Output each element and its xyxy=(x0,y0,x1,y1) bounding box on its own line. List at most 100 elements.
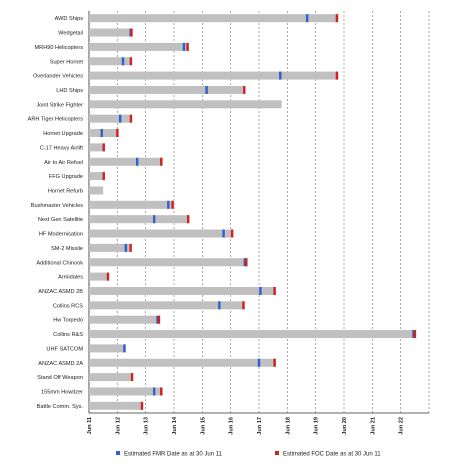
program-label: Armidales xyxy=(58,275,83,281)
program-bar xyxy=(89,71,339,80)
x-tick-label: Jun 21 xyxy=(370,417,376,435)
foc-marker xyxy=(157,315,161,324)
foc-marker xyxy=(102,172,105,181)
program-label: SM-2 Missile xyxy=(51,246,83,252)
program-bar xyxy=(89,229,234,238)
program-bar xyxy=(89,14,339,23)
program-label: Overlander Vehicles xyxy=(33,74,83,80)
program-bar xyxy=(89,387,163,396)
program-bar xyxy=(89,272,109,281)
program-bar xyxy=(89,85,245,94)
fmr-marker xyxy=(100,129,103,138)
foc-marker xyxy=(335,14,339,23)
fmr-marker xyxy=(152,387,156,396)
fmr-marker xyxy=(123,344,126,353)
category-labels: AWD Ships Wedgetail MRH90 Helicopters Super… xyxy=(28,16,84,410)
program-label: AWD Ships xyxy=(55,16,84,22)
x-tick-label: Jun 13 xyxy=(144,417,150,435)
foc-marker xyxy=(140,401,144,410)
program-bar xyxy=(89,358,276,367)
program-bar xyxy=(89,301,245,310)
program-label: Battle Comm. Sys. xyxy=(37,404,84,410)
program-bar xyxy=(89,143,105,152)
fmr-marker xyxy=(167,200,170,209)
fmr-marker xyxy=(412,330,415,339)
x-tick-label: Jun 12 xyxy=(115,417,121,435)
foc-marker xyxy=(186,42,189,51)
program-bar xyxy=(89,258,248,267)
program-bar xyxy=(89,186,104,195)
legend-foc-swatch xyxy=(275,451,279,455)
fmr-marker xyxy=(218,301,221,310)
program-bar xyxy=(89,157,163,166)
foc-marker xyxy=(171,200,174,209)
program-label: Hw Torpedo xyxy=(53,318,83,324)
fmr-marker xyxy=(222,229,225,238)
program-label: ANZAC ASMD 2B xyxy=(38,289,83,295)
fmr-marker xyxy=(243,258,247,267)
program-bar xyxy=(89,243,132,252)
foc-marker xyxy=(129,114,133,123)
foc-marker xyxy=(116,129,119,138)
fmr-marker xyxy=(124,243,128,252)
program-label: 155mm Howitzer xyxy=(41,389,83,395)
legend-foc-label: Estimated FOC Date as at 30 Jun 11 xyxy=(283,452,381,458)
program-bar xyxy=(89,100,282,109)
program-label: Collins RCS xyxy=(53,303,83,309)
program-label: FFG Upgrade xyxy=(49,174,83,180)
program-label: Bushmaster Vehicles xyxy=(31,203,83,209)
foc-marker xyxy=(130,28,133,37)
x-tick-label: Jun 16 xyxy=(229,417,235,435)
program-bar xyxy=(89,344,126,353)
legend: Estimated FMR Date as at 30 Jun 11 Estim… xyxy=(116,451,381,458)
program-label: Joint Strike Fighter xyxy=(36,102,83,108)
fmr-marker xyxy=(121,57,125,66)
fmr-marker xyxy=(152,215,156,224)
program-label: Air to Air Refuel xyxy=(44,160,83,166)
program-bar xyxy=(89,28,132,37)
program-bar xyxy=(89,373,133,382)
bars xyxy=(89,14,417,410)
x-tick-label: Jun 20 xyxy=(342,417,348,435)
fmr-marker xyxy=(135,157,139,166)
foc-marker xyxy=(273,286,276,295)
program-label: ARH Tiger Helicopters xyxy=(28,117,84,123)
program-label: Wedgetail xyxy=(58,31,83,37)
program-bar xyxy=(89,286,276,295)
foc-marker xyxy=(230,229,234,238)
foc-marker xyxy=(160,387,163,396)
program-label: C-17 Heavy Airlift xyxy=(40,145,84,151)
program-label: Hornet Refurb xyxy=(48,188,83,194)
fmr-marker xyxy=(118,114,122,123)
fmr-marker xyxy=(182,42,186,51)
program-bar xyxy=(89,315,160,324)
program-bar xyxy=(89,200,174,209)
foc-marker xyxy=(160,157,163,166)
program-label: HF Modernisation xyxy=(39,232,83,238)
x-tick-label: Jun 18 xyxy=(285,417,291,435)
program-bar xyxy=(89,401,143,410)
foc-marker xyxy=(273,358,276,367)
program-label: Collins R&S xyxy=(53,332,83,338)
program-label: Next Gen Satellite xyxy=(38,217,83,223)
program-bar xyxy=(89,42,189,51)
program-label: Stand Off Weapon xyxy=(37,375,83,381)
program-bar xyxy=(89,129,119,138)
program-label: Super Hornet xyxy=(50,59,84,65)
foc-marker xyxy=(243,85,246,94)
program-label: LHD Ships xyxy=(56,88,83,94)
program-bar xyxy=(89,330,417,339)
foc-marker xyxy=(242,301,245,310)
foc-marker xyxy=(335,71,339,80)
legend-fmr-label: Estimated FMR Date as at 30 Jun 11 xyxy=(124,452,223,458)
program-bar xyxy=(89,57,132,66)
foc-marker xyxy=(186,215,190,224)
program-label: UHF SATCOM xyxy=(46,346,83,352)
program-bar xyxy=(89,172,105,181)
fmr-marker xyxy=(257,358,261,367)
x-tick-label: Jun 19 xyxy=(314,417,320,435)
program-label: Hornet Upgrade xyxy=(43,131,83,137)
x-tick-label: Jun 14 xyxy=(172,416,178,435)
fmr-marker xyxy=(156,315,159,324)
